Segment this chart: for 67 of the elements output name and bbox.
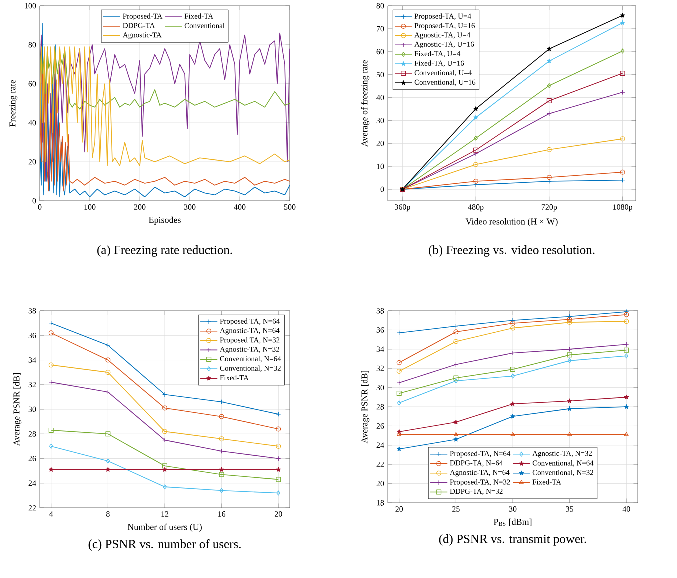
y-tick-label: 24 [376,442,384,448]
x-axis-title: Number of users (U) [128,524,202,532]
y-axis-title: Average of freezing rate [361,60,370,147]
y-tick-label: 80 [28,42,36,48]
y-tick-label: 36 [28,332,36,338]
y-axis-title: Average PSNR [dB] [13,374,22,446]
y-tick-label: 40 [376,95,384,100]
x-tick-label: 100 [84,204,96,210]
y-tick-label: 50 [376,72,384,78]
x-tick-label: 8 [106,512,110,517]
text: (b) Freezing vs. video resolution. [429,246,595,257]
x-tick-label: 20 [274,512,282,517]
x-tick-label: 30 [509,506,517,512]
x-tick-label: 720p [542,204,558,212]
y-tick-label: 26 [28,456,36,462]
x-tick-label: 25 [452,506,460,512]
x-tick-label: 12 [162,512,169,517]
y-tick-label: 28 [28,431,36,437]
y-tick-label: 38 [376,308,384,314]
x-axis-title: Video resolution (H × W) [466,218,558,227]
text: (d) PSNR vs. transmit power. [439,534,586,546]
y-tick-label: 30 [376,118,384,124]
x-tick-label: 500 [284,204,296,210]
x-tick-label: 360p [395,204,410,212]
x-tick-label: 35 [566,506,574,512]
y-tick-label: 0 [380,186,384,192]
y-axis-title: Average PSNR [dB] [361,371,370,444]
y-tick-label: 36 [376,328,384,333]
y-tick-label: 100 [25,3,36,9]
x-tick-label: 16 [218,512,226,517]
x-axis-title: Episodes [149,216,181,225]
y-tick-label: 34 [376,346,384,352]
x-tick-label: 300 [184,204,196,210]
x-tick-label: 4 [50,512,54,517]
x-tick-label: 200 [134,204,146,210]
y-tick-label: 20 [28,159,36,165]
y-tick-label: 26 [376,424,384,429]
x-axis-title: P$_{BS}$ [dBm] [494,518,532,526]
x-tick-label: 40 [622,506,630,512]
x-tick-label: 0 [38,204,42,210]
y-tick-label: 60 [376,49,384,55]
y-tick-label: 10 [377,164,384,170]
y-tick-label: 38 [28,308,36,314]
x-tick-label: 480p [468,204,484,212]
text: (c) PSNR vs. number of users. [88,540,241,552]
y-tick-label: 24 [28,480,36,486]
y-tick-label: 80 [376,3,384,9]
y-axis-title: Freezing rate [10,80,18,127]
y-tick-label: 20 [376,140,384,146]
text: (a) Freezing rate reduction. [98,246,232,257]
y-tick-label: 20 [376,481,384,487]
y-tick-label: 32 [376,366,384,372]
y-tick-label: 34 [28,358,36,363]
y-tick-label: 28 [376,404,384,410]
y-tick-label: 0 [32,198,36,204]
y-tick-label: 30 [376,385,384,391]
y-tick-label: 30 [28,406,36,412]
y-tick-label: 60 [28,81,36,87]
x-tick-label: 400 [234,204,246,210]
x-tick-label: 20 [396,506,404,512]
y-tick-label: 32 [28,382,36,388]
y-tick-label: 70 [377,26,384,32]
x-tick-label: 1080p [613,204,632,212]
y-tick-label: 40 [28,120,36,126]
y-tick-label: 22 [376,462,384,468]
y-tick-label: 18 [377,500,384,506]
y-tick-label: 22 [28,505,36,511]
